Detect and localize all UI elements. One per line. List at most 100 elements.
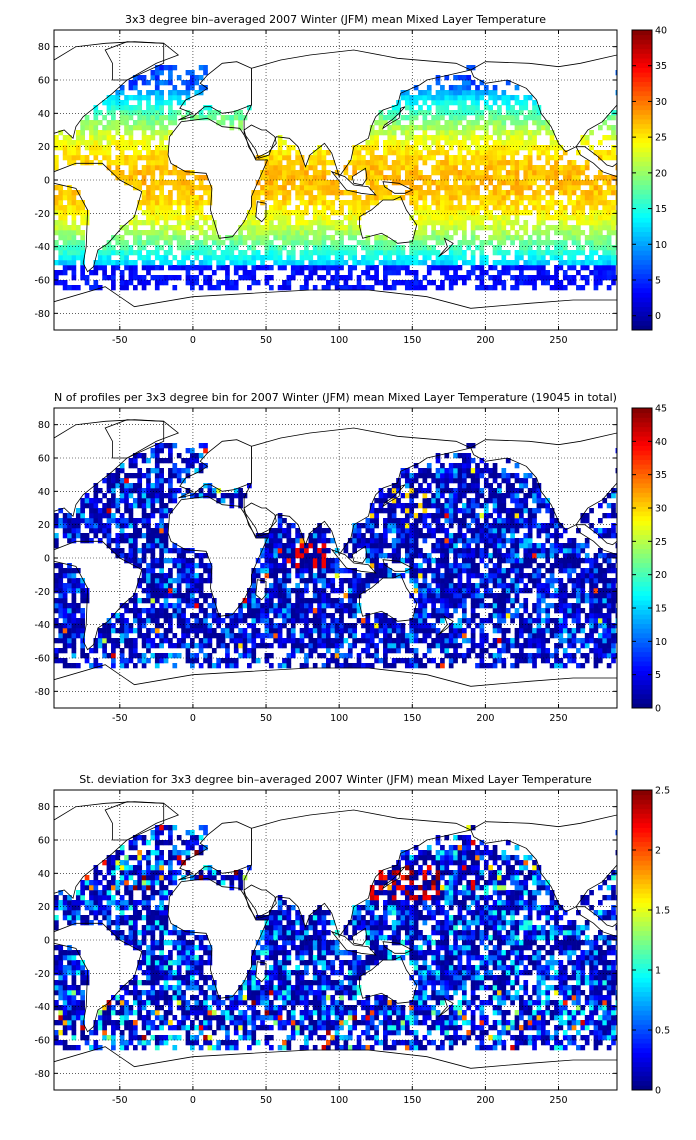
heatmap-cell: [347, 598, 353, 604]
heatmap-cell: [312, 195, 318, 201]
heatmap-cell: [461, 220, 467, 226]
heatmap-cell: [426, 205, 432, 211]
heatmap-cell: [264, 265, 270, 271]
heatmap-cell: [176, 190, 182, 196]
heatmap-cell: [154, 598, 160, 604]
heatmap-cell: [339, 235, 344, 241]
heatmap-cell: [475, 265, 480, 271]
heatmap-cell: [128, 130, 134, 136]
heatmap-cell: [383, 493, 388, 499]
heatmap-cell: [150, 185, 156, 191]
heatmap-cell: [115, 155, 121, 161]
heatmap-cell: [567, 235, 572, 241]
heatmap-cell: [80, 270, 86, 276]
heatmap-cell: [448, 170, 454, 176]
heatmap-cell: [378, 623, 384, 629]
heatmap-cell: [132, 663, 138, 669]
heatmap-cell: [387, 255, 393, 261]
heatmap-cell: [369, 518, 375, 524]
heatmap-cell: [321, 205, 327, 211]
heatmap-cell: [137, 473, 143, 479]
heatmap-cell: [168, 65, 173, 71]
heatmap-cell: [457, 95, 463, 101]
heatmap-cell: [519, 245, 524, 251]
heatmap-cell: [312, 583, 318, 589]
heatmap-cell: [181, 623, 186, 629]
heatmap-cell: [181, 180, 186, 186]
heatmap-cell: [558, 250, 564, 256]
heatmap-cell: [141, 115, 147, 121]
colorbar-segment: [632, 39, 652, 45]
heatmap-cell: [523, 280, 529, 286]
heatmap-cell: [106, 245, 112, 251]
heatmap-cell: [611, 130, 616, 136]
heatmap-cell: [325, 643, 331, 649]
heatmap-cell: [154, 573, 160, 579]
heatmap-cell: [549, 255, 555, 261]
heatmap-cell: [413, 653, 419, 659]
heatmap-cell: [589, 250, 594, 256]
heatmap-cell: [374, 513, 379, 519]
heatmap-cell: [255, 195, 261, 201]
heatmap-cell: [418, 503, 423, 509]
heatmap-cell: [111, 100, 116, 106]
heatmap-cell: [466, 195, 472, 201]
heatmap-cell: [404, 265, 410, 271]
heatmap-cell: [374, 200, 379, 206]
heatmap-cell: [571, 255, 577, 261]
heatmap-cell: [247, 260, 252, 266]
heatmap-cell: [304, 633, 309, 639]
heatmap-cell: [290, 648, 296, 654]
heatmap-cell: [181, 175, 186, 181]
heatmap-cell: [589, 245, 594, 251]
heatmap-cell: [203, 250, 208, 256]
heatmap-cell: [321, 250, 327, 256]
heatmap-cell: [97, 130, 103, 136]
heatmap-cell: [75, 200, 81, 206]
heatmap-cell: [290, 175, 296, 181]
heatmap-cell: [163, 598, 169, 604]
heatmap-cell: [75, 518, 81, 524]
heatmap-cell: [102, 265, 107, 271]
heatmap-cell: [501, 165, 507, 171]
heatmap-cell: [295, 195, 300, 201]
heatmap-cell: [84, 140, 90, 146]
heatmap-cell: [325, 270, 331, 276]
heatmap-cell: [562, 215, 568, 221]
heatmap-cell: [549, 225, 555, 231]
heatmap-cell: [321, 195, 327, 201]
heatmap-cell: [84, 280, 90, 286]
heatmap-cell: [233, 633, 239, 639]
heatmap-cell: [154, 498, 160, 504]
heatmap-cell: [435, 210, 441, 216]
heatmap-cell: [444, 210, 450, 216]
heatmap-cell: [352, 633, 358, 639]
heatmap-cell: [308, 603, 314, 609]
heatmap-cell: [207, 190, 213, 196]
heatmap-cell: [501, 90, 507, 96]
heatmap-cell: [365, 518, 371, 524]
heatmap-cell: [290, 185, 296, 191]
heatmap-cell: [251, 200, 257, 206]
heatmap-cell: [111, 135, 116, 141]
heatmap-cell: [549, 285, 555, 291]
heatmap-cell: [431, 225, 436, 231]
heatmap-cell: [67, 603, 72, 609]
heatmap-cell: [286, 533, 292, 539]
heatmap-cell: [514, 115, 520, 121]
heatmap-cell: [185, 280, 191, 286]
heatmap-cell: [505, 260, 511, 266]
heatmap-cell: [448, 140, 454, 146]
heatmap-cell: [233, 110, 239, 116]
heatmap-cell: [159, 115, 164, 121]
heatmap-cell: [255, 573, 261, 579]
heatmap-cell: [365, 613, 371, 619]
heatmap-cell: [304, 568, 309, 574]
heatmap-cell: [159, 120, 164, 126]
heatmap-cell: [128, 170, 134, 176]
heatmap-cell: [576, 205, 581, 211]
heatmap-cell: [124, 498, 129, 504]
heatmap-cell: [369, 175, 375, 181]
heatmap-cell: [321, 235, 327, 241]
heatmap-cell: [203, 185, 208, 191]
